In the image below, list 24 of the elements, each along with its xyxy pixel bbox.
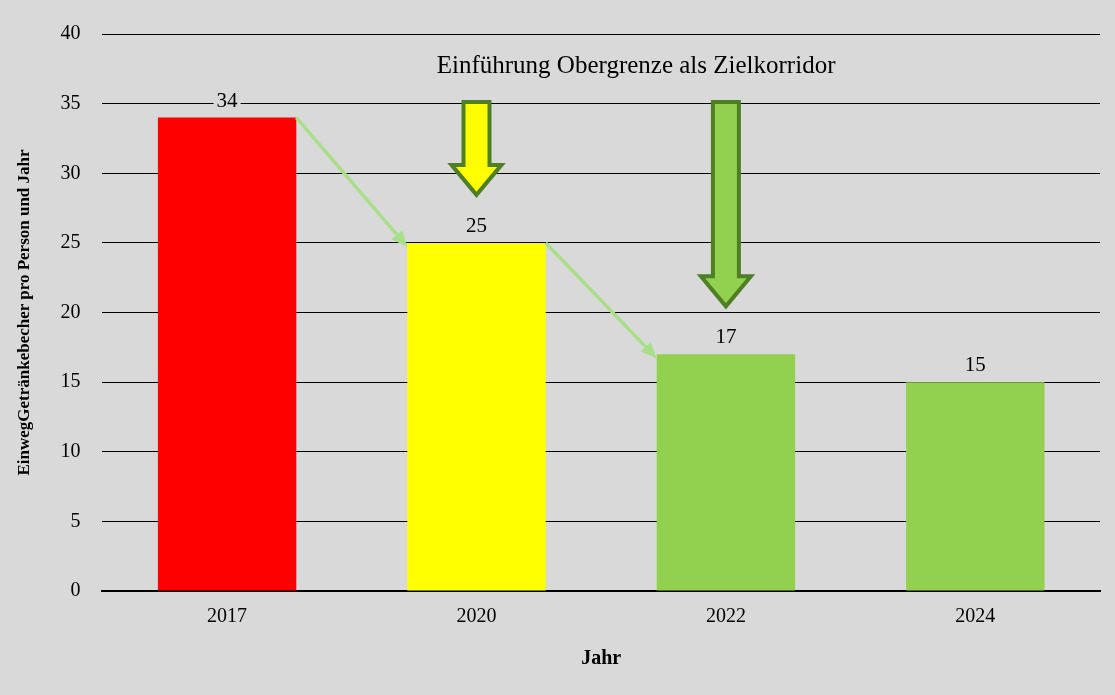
y-axis-title: EinwegGetränkebecher pro Person und Jahr [13,148,33,476]
bar [656,354,796,591]
annotation: Einführung Obergrenze als Zielkorridor [436,50,837,78]
bar [906,382,1045,591]
data-label: 25 [466,212,487,237]
y-tick-label: 25 [60,230,81,253]
y-tick-label: 5 [70,508,81,531]
data-label: 34 [216,87,239,112]
x-tick-label: 2022 [705,604,746,627]
x-tick-label: 2024 [955,604,996,627]
x-axis-title: Jahr [581,646,622,669]
y-tick-label: 10 [60,439,81,461]
y-tick-label: 35 [60,90,81,113]
bar [157,117,297,591]
bar [407,242,546,591]
data-label: 17 [715,324,737,349]
y-tick-label: 20 [60,299,81,322]
x-tick-label: 2017 [207,604,248,627]
y-tick-label: 30 [60,160,81,183]
x-tick-label: 2020 [456,604,497,627]
y-tick-label: 0 [70,578,81,601]
data-label: 15 [964,352,986,377]
y-tick-label: 40 [60,21,81,44]
y-tick-label: 15 [60,369,81,392]
